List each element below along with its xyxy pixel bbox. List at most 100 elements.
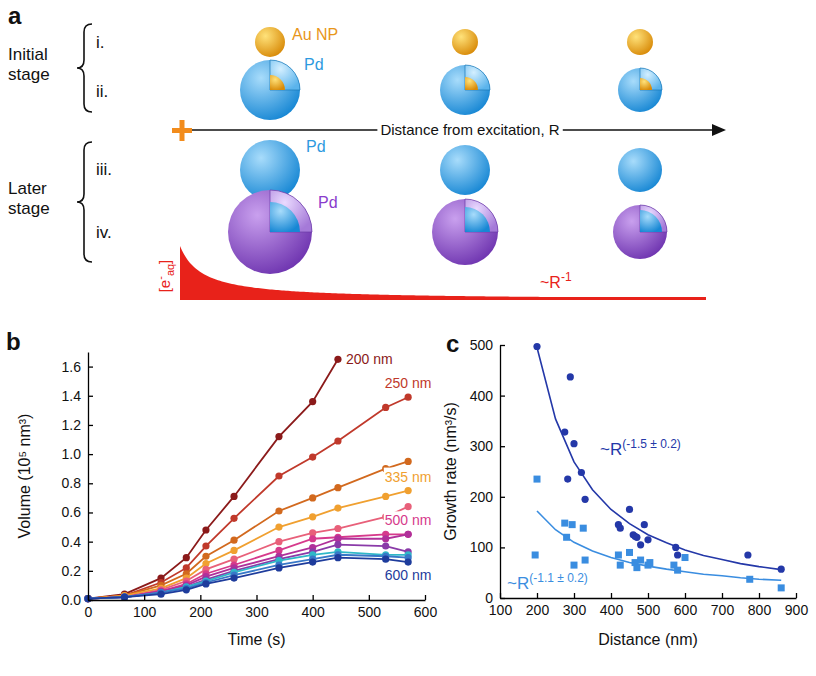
tick: 1.0 [62,446,93,462]
series-label: 600 nm [385,567,432,583]
cut-face [465,65,490,90]
marker [202,526,209,533]
concentration-label: [e-aq] [154,260,176,293]
series-line [88,534,408,598]
tick-label: 1.0 [62,446,82,462]
marker [617,525,624,532]
arrow-head [712,124,726,136]
marker [275,523,282,530]
marker [309,494,316,501]
stage-label-line: stage [8,199,50,218]
plot-area [84,356,411,602]
marker [532,551,539,558]
tick-label: 0.2 [62,563,82,579]
tick-mark [500,446,505,447]
sphere [240,60,300,120]
marker [121,593,128,600]
cut-face [465,199,498,232]
marker [334,484,341,491]
series-line [88,552,408,599]
brace [77,142,92,262]
marker [121,593,128,600]
tick: 0 [485,590,505,606]
tick-label: 0.6 [62,504,82,520]
marker [582,557,589,564]
tick-mark [685,593,686,598]
cut-core [270,75,285,90]
tick: 200 [526,593,550,618]
marker [615,551,622,558]
marker [617,562,624,569]
marker [534,476,541,483]
tick-mark [425,595,426,600]
cut-face [640,205,667,232]
y-axis-line [500,346,501,599]
sphere [452,29,478,55]
series-line [88,359,338,598]
fit-line [537,348,781,570]
tick-mark [88,600,93,601]
marker [382,535,389,542]
cut-face [270,60,300,90]
stage-label-line: stage [8,65,50,84]
label-part: [e [156,280,173,293]
tick-label: 1.6 [62,359,82,375]
x-axis: 0100200300400500600 [85,595,438,620]
tick: 200 [189,595,213,620]
cut-core [640,78,652,90]
y-axis-title: Growth rate (nm³/s) [442,402,459,541]
tick-mark [144,595,145,600]
tick-label: 700 [711,602,735,618]
tick-label: 900 [785,602,809,618]
tick: 300 [470,438,505,454]
tick: 1.6 [62,359,93,375]
row-label: i. [96,33,105,52]
tick-mark [500,547,505,548]
tick-mark [88,483,93,484]
tick-label: 500 [470,337,494,353]
tick: 400 [600,593,624,618]
sphere [432,199,498,265]
marker [334,541,341,548]
tick-mark [200,595,201,600]
panel-b: 01002003004005006000.00.20.40.60.81.01.2… [6,328,437,648]
tick-mark [88,541,93,542]
series-label: 335 nm [385,469,432,485]
marker [121,593,128,600]
marker [382,493,389,500]
panel-letter: a [8,2,22,29]
label-patch [384,468,433,486]
tick: 0.2 [62,563,93,579]
marker [121,593,128,600]
label-part: ~R [600,440,622,459]
tick-mark [759,593,760,598]
marker [405,458,412,465]
tick-label: 600 [674,602,698,618]
fit-annotation: ~R(-1.1 ± 0.2) [507,571,588,593]
x-axis-line [501,598,797,599]
marker [646,559,653,566]
fit-line [537,511,781,580]
marker [405,531,412,538]
marker [626,549,633,556]
sphere [228,190,312,274]
marker [580,525,587,532]
tick: 1.4 [62,388,93,404]
tick-label: 300 [470,438,494,454]
tick: 600 [414,595,438,620]
marker [309,453,316,460]
marker [405,394,412,401]
tick-label: 500 [637,602,661,618]
marker [202,553,209,560]
marker [275,507,282,514]
tick-mark [88,571,93,572]
series-line [88,558,408,599]
tick-label: 1.4 [62,388,82,404]
label-patch [384,374,433,392]
marker [405,531,412,538]
excitation-mark [180,120,185,141]
tick-label: 400 [470,388,494,404]
tick-mark [88,366,93,367]
marker [334,437,341,444]
y-axis-line [88,353,89,601]
